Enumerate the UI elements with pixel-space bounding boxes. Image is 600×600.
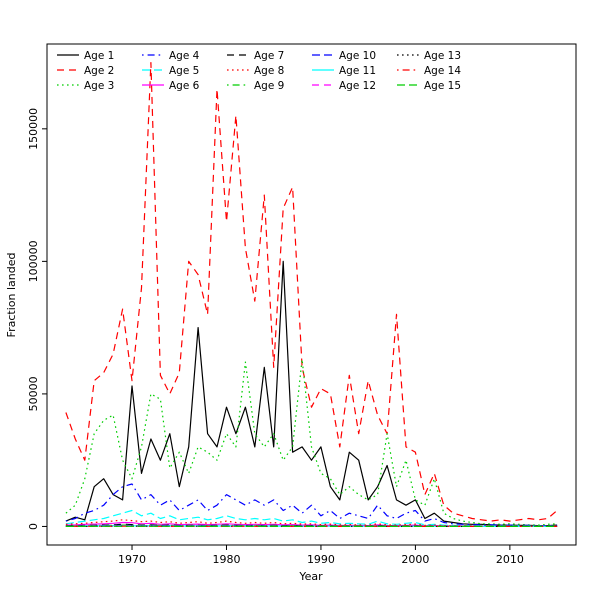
legend-item: Age 12	[312, 80, 376, 92]
y-tick-label: 0	[27, 523, 40, 530]
series-line-age-2	[65, 61, 558, 522]
series-line-age-4	[65, 483, 558, 527]
x-tick-label: 2010	[496, 553, 524, 566]
legend-item: Age 5	[142, 65, 199, 77]
legend-label: Age 7	[254, 50, 284, 62]
legend-item: Age 8	[227, 65, 284, 77]
y-tick-label: 100000	[27, 240, 40, 282]
legend-label: Age 12	[339, 80, 376, 92]
legend-item: Age 1	[57, 50, 114, 62]
legend-item: Age 11	[312, 65, 376, 77]
x-axis-label: Year	[298, 570, 323, 583]
legend-label: Age 1	[84, 50, 114, 62]
legend-label: Age 3	[84, 80, 114, 92]
legend-item: Age 9	[227, 80, 284, 92]
legend-item: Age 14	[397, 65, 461, 77]
legend-item: Age 2	[57, 65, 114, 77]
legend-label: Age 13	[424, 50, 461, 62]
legend-label: Age 11	[339, 65, 376, 77]
legend-item: Age 3	[57, 80, 114, 92]
y-tick-label: 50000	[27, 376, 40, 411]
y-axis-label: Fraction landed	[5, 253, 18, 338]
x-tick-label: 1980	[212, 553, 240, 566]
legend-item: Age 10	[312, 50, 376, 62]
legend-label: Age 2	[84, 65, 114, 77]
legend-label: Age 9	[254, 80, 284, 92]
legend-label: Age 8	[254, 65, 284, 77]
legend-item: Age 7	[227, 50, 284, 62]
legend-label: Age 15	[424, 80, 461, 92]
series-line-age-5	[65, 509, 558, 527]
x-tick-label: 2000	[401, 553, 429, 566]
legend: Age 1 Age 2 Age 3 Age 4 Age 5 Age 6 Age 7 Age 8…	[57, 50, 461, 92]
series-lines	[65, 61, 558, 528]
legend-item: Age 6	[142, 80, 200, 92]
legend-label: Age 14	[424, 65, 461, 77]
legend-label: Age 4	[169, 50, 200, 62]
plot-area	[46, 43, 577, 546]
legend-item: Age 4	[142, 50, 200, 62]
y-tick-label: 150000	[27, 108, 40, 150]
legend-label: Age 10	[339, 50, 376, 62]
series-line-age-3	[65, 358, 558, 526]
x-tick-label: 1970	[118, 553, 146, 566]
legend-item: Age 13	[397, 50, 461, 62]
legend-item: Age 15	[397, 80, 461, 92]
x-tick-label: 1990	[307, 553, 335, 566]
legend-label: Age 5	[169, 65, 199, 77]
legend-label: Age 6	[169, 80, 200, 92]
axis-ticks: 1970 1980 1990 2000 2010 0 50000 100000 150000	[27, 108, 524, 566]
